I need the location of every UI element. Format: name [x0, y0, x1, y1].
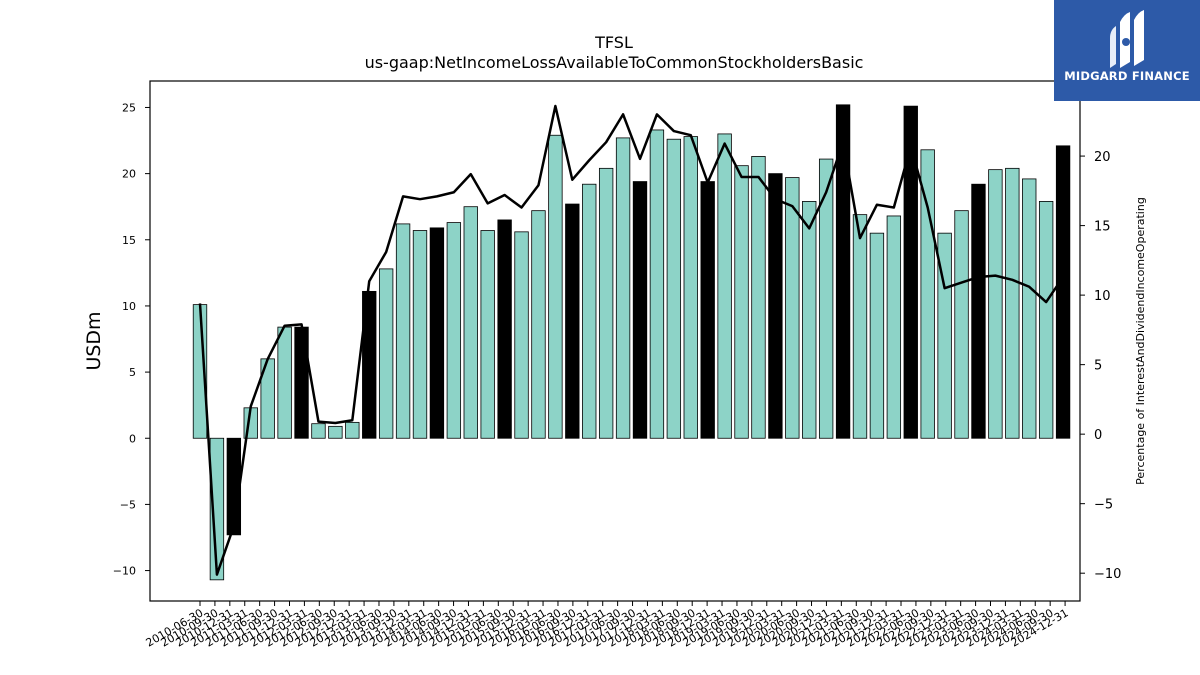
y2-tick-label: −10 [1094, 567, 1121, 582]
bar [328, 425, 343, 439]
bar [514, 231, 529, 439]
bar [666, 138, 682, 439]
y2-tick-label: 0 [1094, 428, 1102, 443]
bar [988, 169, 1003, 439]
y-tick-label: 5 [129, 366, 136, 379]
y2-tick-label: 10 [1094, 289, 1111, 304]
y2-tick-label: 5 [1094, 359, 1102, 374]
bar [734, 165, 749, 439]
midgard-logo-icon [1110, 10, 1144, 68]
bar [717, 133, 732, 439]
bar [598, 167, 614, 439]
y-tick-label: −10 [113, 565, 136, 578]
y-axis-left: −10 −5 0 5 10 15 20 25 [113, 101, 150, 578]
bar-series [192, 104, 1071, 581]
chart-title: TFSL [594, 33, 633, 52]
y-axis-right: −10 −5 0 5 10 15 20 [1080, 150, 1121, 582]
bar [378, 268, 394, 439]
y2-tick-label: 15 [1094, 220, 1111, 235]
bar [954, 210, 969, 439]
bar [937, 232, 952, 439]
bar [768, 173, 783, 439]
y-tick-label: 0 [129, 432, 136, 445]
bar [1055, 145, 1071, 439]
bar [835, 104, 851, 439]
logo-text: MIDGARD FINANCE [1064, 69, 1190, 83]
bar [463, 206, 478, 439]
bar [683, 136, 698, 439]
y2-tick-label: 20 [1094, 150, 1111, 165]
bar [497, 219, 512, 439]
bar [548, 134, 563, 439]
bar [1038, 201, 1054, 439]
bar [818, 158, 834, 439]
bar [480, 230, 495, 439]
y-tick-label: 25 [122, 101, 136, 114]
y-axis-label: USDm [83, 311, 105, 370]
bar [903, 105, 918, 439]
plot-frame [149, 80, 1081, 602]
bar [700, 181, 715, 439]
bar [429, 227, 445, 439]
y2-tick-label: −5 [1094, 498, 1113, 513]
bar [531, 210, 546, 439]
bar [615, 137, 631, 439]
bar [971, 183, 986, 439]
y2-axis-label: Percentage of InterestAndDividendIncomeO… [1134, 197, 1147, 485]
bar [1005, 167, 1020, 439]
bar [345, 421, 360, 439]
bar [751, 156, 766, 439]
y-tick-label: 20 [122, 168, 136, 181]
bar [311, 423, 326, 439]
bar [395, 223, 411, 439]
bar [277, 326, 292, 439]
bar [446, 222, 462, 439]
bar [886, 215, 902, 439]
bar [802, 201, 817, 439]
bar [582, 183, 597, 439]
bar [852, 214, 868, 439]
line-series [198, 104, 1065, 576]
bar [294, 326, 309, 439]
y-tick-label: 15 [122, 234, 136, 247]
y-tick-label: 10 [122, 300, 136, 313]
series-line [198, 104, 1065, 576]
y-tick-label: −5 [120, 498, 136, 511]
bar [1022, 178, 1037, 439]
x-axis: 2010-06-302010-09-302010-12-312011-03-31… [144, 601, 1071, 650]
bar [869, 232, 885, 439]
bar [209, 437, 225, 581]
bar [632, 181, 648, 439]
bar [565, 203, 580, 439]
bar [785, 177, 800, 439]
chart-subtitle: us-gaap:NetIncomeLossAvailableToCommonSt… [365, 53, 864, 72]
bar [412, 230, 428, 439]
bar [649, 129, 665, 439]
brand-logo: MIDGARD FINANCE [1054, 0, 1200, 101]
